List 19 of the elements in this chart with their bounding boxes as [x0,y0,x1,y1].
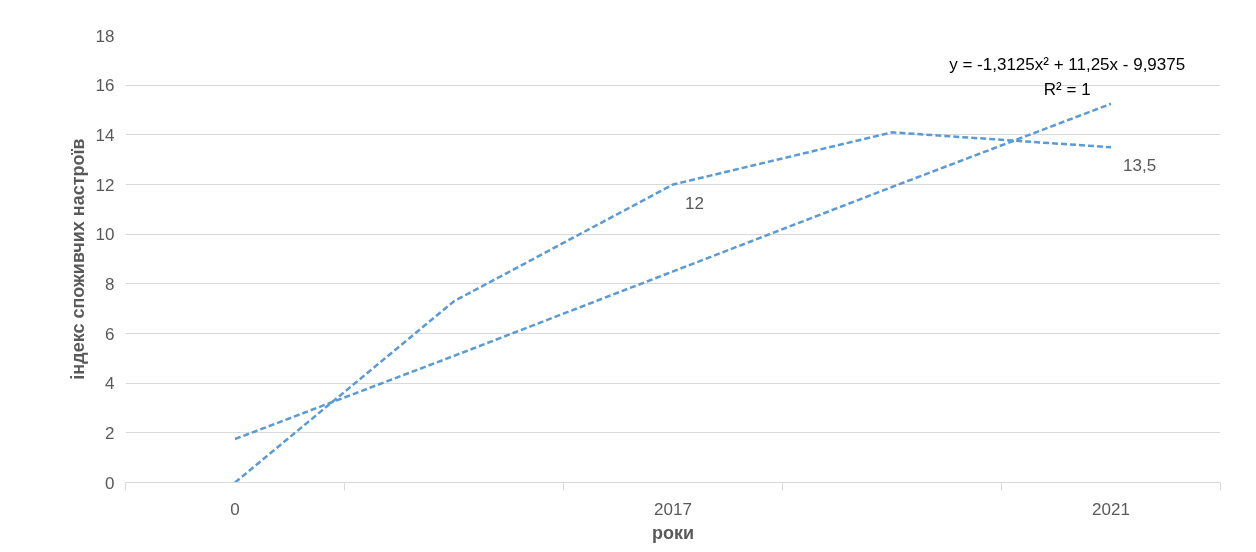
y-axis-title: індекс споживчих настроїв [67,138,88,380]
x-tick-label: 2017 [654,499,692,519]
data-label: 12 [685,193,704,213]
y-tick-label: 14 [95,125,115,145]
annotation: R² = 1 [1043,79,1091,99]
x-tick-label: 2021 [1092,499,1130,519]
y-tick-label: 16 [95,76,115,96]
x-tick-label: 0 [230,499,240,519]
y-tick-label: 8 [105,274,115,294]
y-tick-label: 18 [95,26,115,46]
y-tick-label: 6 [105,324,115,344]
data-label: 13,5 [1123,156,1157,176]
y-tick-label: 0 [105,473,115,493]
y-tick-label: 12 [95,175,115,195]
y-tick-label: 2 [105,423,115,443]
y-tick-label: 4 [105,374,115,394]
annotation: y = -1,3125x² + 11,25x - 9,9375 [949,54,1186,74]
x-axis-title: роки [651,522,695,543]
y-tick-label: 10 [95,225,115,245]
